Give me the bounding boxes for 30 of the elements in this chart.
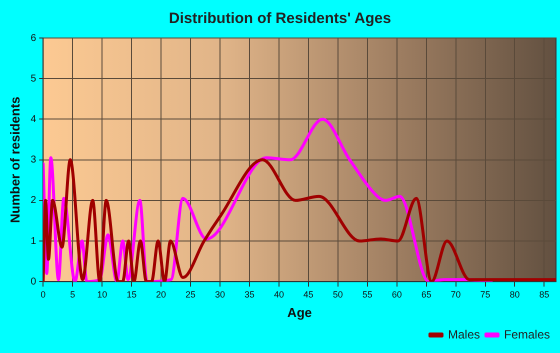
chart-title: Distribution of Residents' Ages (168, 10, 392, 28)
x-tick-label: 75 (480, 289, 490, 300)
x-tick-label: 70 (450, 289, 461, 300)
x-tick-label: 20 (156, 289, 166, 300)
y-tick-label: 6 (30, 32, 37, 44)
x-tick-label: 45 (303, 289, 314, 300)
legend-label: Females (504, 327, 550, 342)
x-tick-label: 50 (332, 289, 343, 300)
x-tick-label: 0 (40, 289, 46, 300)
x-tick-label: 30 (214, 289, 226, 300)
x-tick-label: 15 (126, 289, 137, 300)
x-tick-label: 55 (362, 289, 372, 300)
legend-label: Males (448, 327, 480, 342)
x-axis-title: Age (287, 304, 312, 320)
x-tick-label: 65 (421, 289, 432, 300)
x-tick-label: 60 (392, 289, 402, 300)
y-tick-label: 0 (30, 276, 37, 288)
x-tick-label: 25 (186, 289, 196, 300)
x-tick-label: 40 (274, 289, 284, 300)
y-tick-label: 3 (30, 154, 37, 166)
x-tick-label: 5 (70, 289, 76, 300)
y-tick-label: 1 (30, 236, 37, 247)
x-tick-label: 80 (510, 289, 520, 300)
x-tick-label: 35 (244, 289, 254, 300)
x-tick-label: 85 (539, 289, 550, 300)
y-tick-label: 4 (30, 114, 37, 125)
y-tick-label: 2 (30, 195, 37, 206)
y-axis-title: Number of residents (7, 96, 22, 224)
y-tick-label: 5 (30, 73, 37, 84)
x-tick-label: 10 (97, 289, 108, 300)
